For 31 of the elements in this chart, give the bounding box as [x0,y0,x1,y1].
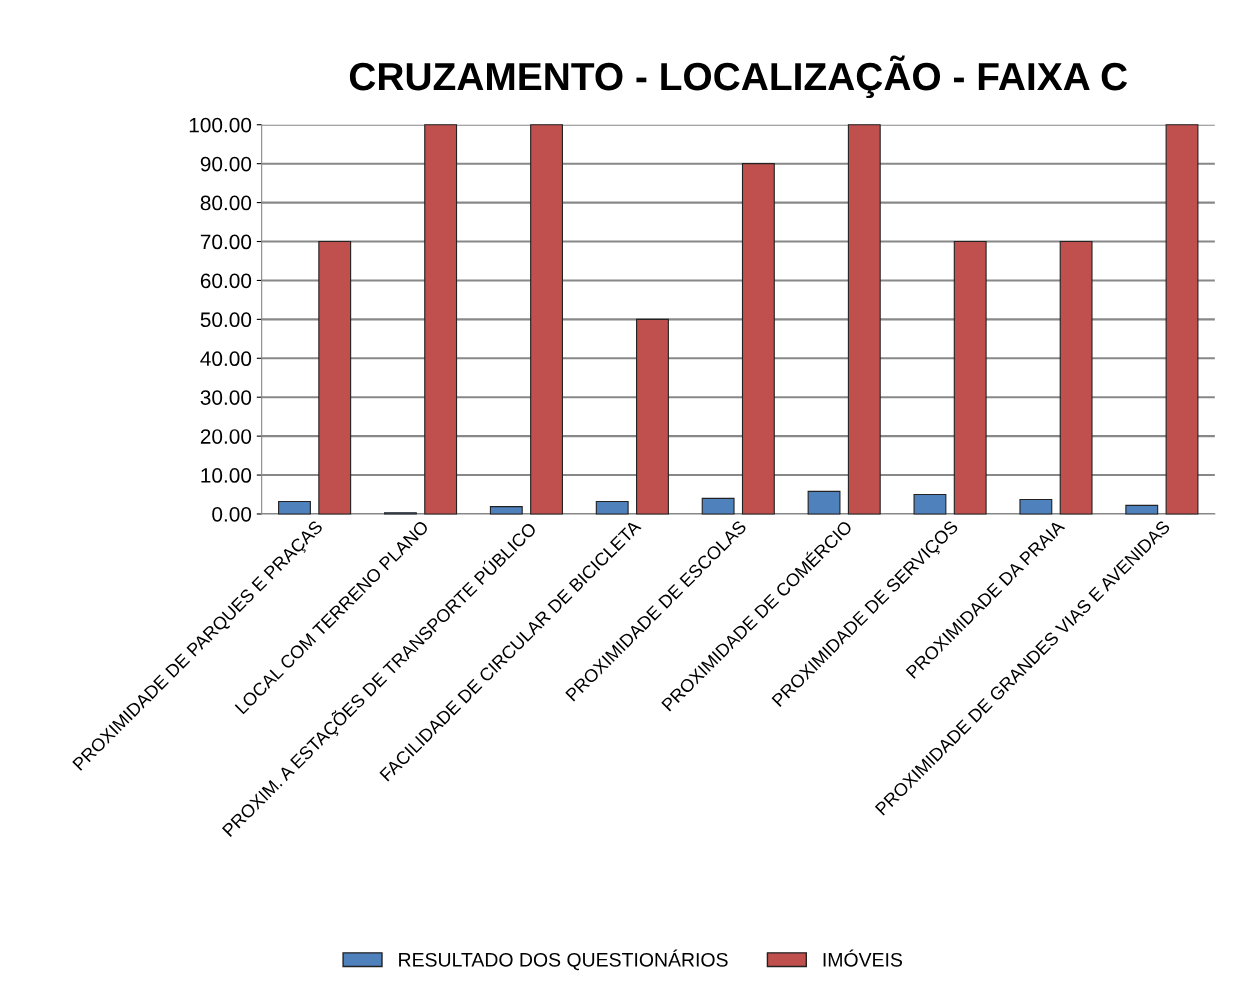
bar [530,124,563,515]
y-tick-label: 40.00 [200,351,252,367]
bar [636,318,669,515]
bar [424,124,458,515]
bar [847,124,881,515]
y-tick-label: 20.00 [200,429,252,444]
bar [278,500,311,515]
bar [1019,499,1053,515]
y-tick-label: 100.00 [189,117,252,133]
y-tick-label: 30.00 [200,390,252,405]
legend-label: RESULTADO DOS QUESTIONÁRIOS [399,949,728,971]
y-tick-label: 70.00 [200,234,252,250]
bar [1165,124,1199,515]
bar [741,163,775,515]
bar [701,497,735,515]
y-tick-label: 60.00 [200,273,252,289]
chart-title: CRUZAMENTO - LOCALIZAÇÃO - FAIXA C [349,55,1128,99]
bar [953,240,987,515]
bar [318,240,352,515]
bar [1125,504,1159,515]
y-tick-label: 80.00 [200,195,252,211]
y-tick-label: 50.00 [200,312,252,328]
bar [807,490,841,515]
bar [489,506,523,515]
y-tick-label: 90.00 [200,156,252,172]
bar [595,500,629,515]
bar [913,493,947,515]
y-tick-label: 0.00 [212,506,252,522]
y-tick-label: 10.00 [201,468,252,483]
legend-label: IMÓVEIS [823,949,903,967]
bar [1059,240,1093,515]
